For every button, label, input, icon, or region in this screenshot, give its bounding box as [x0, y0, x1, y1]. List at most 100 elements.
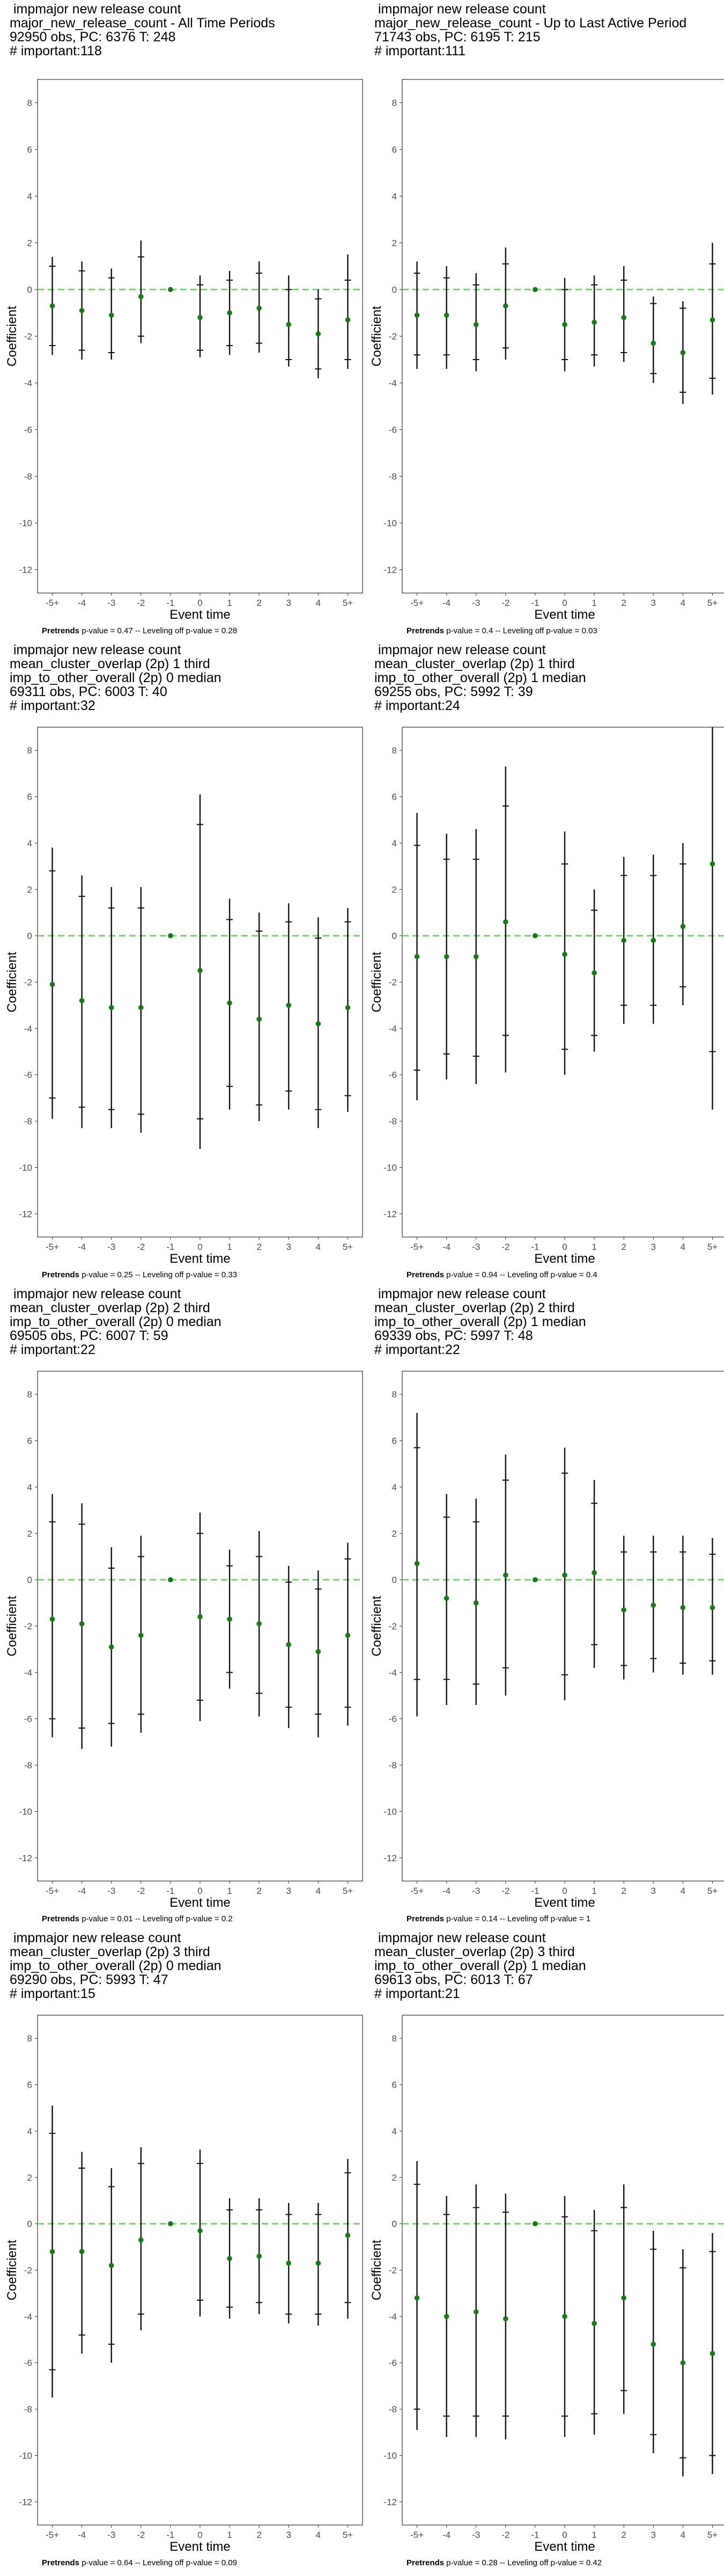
panel-title-line: imp_to_other_overall (2p) 1 median: [374, 670, 586, 685]
y-tick-label: -10: [383, 518, 397, 529]
plot-frame: [402, 79, 724, 594]
footnote-text: p-value = 0.25 -- Leveling off p-value =…: [79, 1270, 238, 1279]
y-tick-label: -6: [24, 1714, 32, 1724]
footnote-text: p-value = 0.28 -- Leveling off p-value =…: [444, 2558, 602, 2567]
y-tick-label: -8: [389, 472, 397, 482]
coefficient-point: [592, 1570, 597, 1576]
panel-title-line: major_new_release_count - All Time Perio…: [10, 16, 275, 31]
panel-title: impmajor new release count mean_cluster_o…: [374, 1931, 718, 2001]
x-tick-label: 2: [621, 1242, 626, 1252]
footnote-text: p-value = 0.94 -- Leveling off p-value =…: [444, 1270, 597, 1279]
y-tick-label: -4: [24, 1667, 32, 1678]
y-axis-title: Coefficient: [370, 952, 384, 1012]
y-tick-label: -10: [19, 1162, 32, 1173]
panel-title-line: 69613 obs, PC: 6013 T: 67: [374, 1972, 533, 1987]
y-tick-label: 6: [392, 1436, 397, 1446]
y-tick-label: -6: [389, 1714, 397, 1724]
panel-title-line: 92950 obs, PC: 6376 T: 248: [10, 30, 176, 45]
coefficient-point: [345, 1633, 351, 1638]
panel-title-line: 69339 obs, PC: 5997 T: 48: [374, 1328, 533, 1343]
y-axis-title: Coefficient: [5, 2240, 19, 2300]
x-tick-label: 0: [562, 1886, 567, 1896]
y-tick-label: -4: [389, 1023, 397, 1034]
coefficient-point: [286, 2260, 292, 2266]
panel-title-line: mean_cluster_overlap (2p) 1 third: [10, 656, 210, 671]
x-tick-label: 1: [592, 2530, 596, 2540]
y-tick-label: 4: [392, 2126, 397, 2136]
coefficient-point: [533, 287, 538, 292]
coefficient-point: [414, 312, 420, 318]
panel-title-line: mean_cluster_overlap (2p) 3 third: [374, 1944, 575, 1959]
pvalue-footnote: Pretrends p-value = 0.25 -- Leveling off…: [42, 1270, 237, 1279]
x-tick-label: 0: [562, 598, 567, 608]
panel-title-line: impmajor new release count: [10, 642, 181, 657]
y-tick-label: -8: [24, 1760, 32, 1770]
plot-frame: [402, 1371, 724, 1882]
x-tick-label: -3: [107, 2530, 115, 2540]
x-tick-label: 0: [197, 1242, 202, 1252]
y-tick-label: 8: [27, 98, 32, 108]
coefficient-point: [503, 1572, 508, 1578]
panel-title-line: # important:22: [374, 1342, 460, 1357]
y-tick-label: 6: [392, 792, 397, 802]
x-tick-label: -4: [78, 598, 86, 608]
event-study-panel: impmajor new release count major_new_rele…: [369, 0, 724, 644]
y-tick-label: 2: [27, 1528, 32, 1539]
y-tick-label: 6: [27, 792, 32, 802]
y-tick-label: 2: [27, 2172, 32, 2183]
x-tick-label: 3: [651, 1242, 656, 1252]
y-tick-label: -6: [24, 1070, 32, 1080]
x-tick-label: 3: [286, 1242, 291, 1252]
y-tick-label: -8: [389, 2404, 397, 2414]
coefficient-point: [345, 2233, 351, 2238]
coefficient-point: [651, 2341, 656, 2347]
x-tick-label: 4: [681, 598, 685, 608]
y-tick-label: -12: [19, 565, 32, 575]
y-tick-label: -2: [24, 332, 32, 342]
y-tick-label: 0: [392, 285, 397, 295]
coefficient-point: [256, 2253, 262, 2259]
footnote-prefix: Pretrends: [42, 1270, 80, 1279]
panel-title-line: imp_to_other_overall (2p) 1 median: [374, 1314, 586, 1329]
coefficient-point: [108, 1005, 114, 1011]
coefficient-point: [562, 2314, 567, 2319]
y-tick-label: 8: [392, 745, 397, 756]
y-tick-label: 4: [392, 838, 397, 848]
x-tick-label: -2: [501, 1242, 509, 1252]
x-tick-label: 4: [316, 1242, 321, 1252]
x-axis-title: Event time: [534, 1252, 595, 1266]
x-tick-label: -3: [472, 2530, 480, 2540]
y-tick-label: 8: [27, 2033, 32, 2044]
y-tick-label: 4: [27, 2126, 32, 2136]
panel-title-line: impmajor new release count: [374, 2, 546, 17]
footnote-text: p-value = 0.01 -- Leveling off p-value =…: [79, 1914, 233, 1923]
x-tick-label: -4: [442, 598, 450, 608]
coefficient-point: [138, 2237, 144, 2243]
pvalue-footnote: Pretrends p-value = 0.01 -- Leveling off…: [42, 1914, 233, 1923]
x-tick-label: -1: [531, 1242, 539, 1252]
panel-title-line: # important:32: [10, 698, 95, 713]
y-tick-label: -2: [389, 2265, 397, 2275]
coefficient-point: [256, 305, 262, 311]
coefficient-point: [710, 861, 715, 867]
panel-title-line: 69505 obs, PC: 6007 T: 59: [10, 1328, 168, 1343]
y-tick-label: 0: [27, 931, 32, 941]
x-tick-label: 5+: [707, 2530, 718, 2540]
coefficient-point: [49, 303, 55, 309]
pvalue-footnote: Pretrends p-value = 0.47 -- Leveling off…: [42, 626, 237, 635]
coefficient-point: [651, 340, 656, 346]
coefficient-point: [533, 933, 538, 939]
x-tick-label: -5+: [410, 2530, 424, 2540]
event-study-panel: impmajor new release count mean_cluster_o…: [369, 1287, 724, 1932]
x-tick-label: 2: [621, 598, 626, 608]
coefficient-point: [680, 924, 686, 930]
pvalue-footnote: Pretrends p-value = 0.64 -- Leveling off…: [42, 2558, 237, 2567]
coefficient-point: [444, 1596, 449, 1601]
y-tick-label: -12: [19, 2497, 32, 2507]
x-tick-label: 4: [681, 2530, 685, 2540]
y-tick-label: -4: [389, 378, 397, 389]
x-tick-label: 2: [256, 2530, 261, 2540]
x-tick-label: -4: [442, 1242, 450, 1252]
panel-title-line: # important:111: [374, 43, 466, 58]
